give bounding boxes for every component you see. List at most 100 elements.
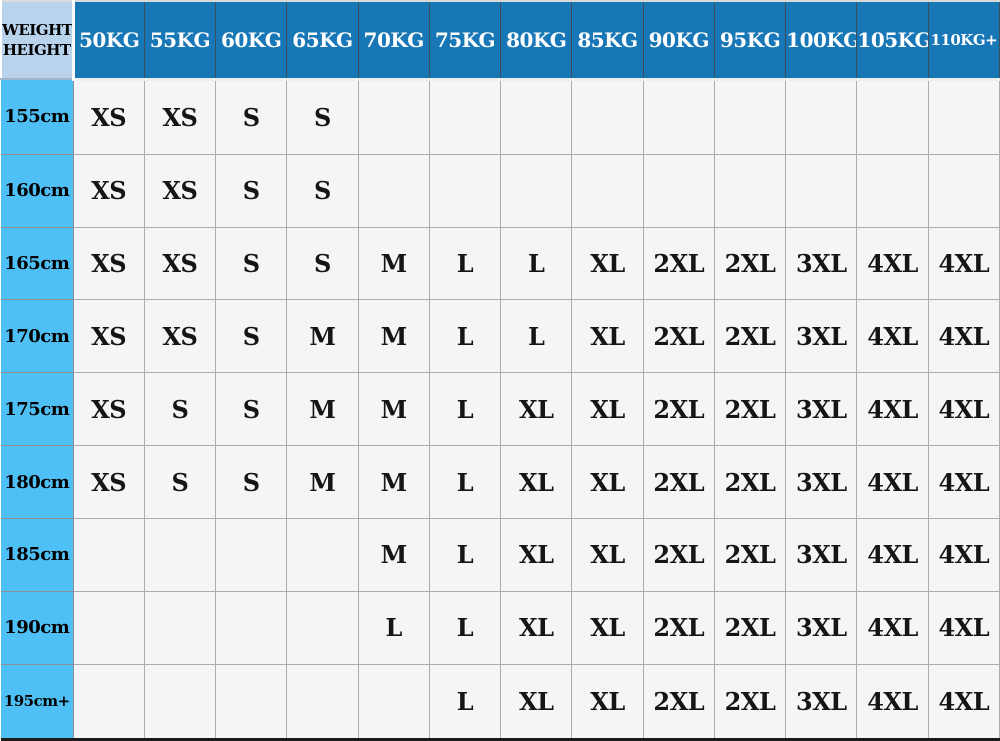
table-row: 195cm+ L XL XL 2XL 2XL 3XL 4XL 4XL <box>1 663 1000 741</box>
size-cell: XL <box>500 590 573 665</box>
size-cell: 2XL <box>713 663 787 741</box>
size-cell-empty <box>785 78 858 155</box>
size-cell: S <box>215 226 288 301</box>
corner-label-height: HEIGHT <box>2 41 71 59</box>
size-cell: XL <box>571 445 644 519</box>
header-row: WEIGHT HEIGHT 50KG 55KG 60KG 65KG 70KG 75KG 80… <box>0 1 1000 81</box>
height-label-175cm: 175cm <box>1 372 74 447</box>
size-cell: 2XL <box>642 517 715 592</box>
size-cell: L <box>428 663 502 741</box>
weight-header-55kg: 55KG <box>143 1 217 81</box>
size-cell: M <box>286 445 359 519</box>
table-row: 175cm XS S S M M L XL XL 2XL 2XL 3XL 4XL 4XL <box>1 372 1000 447</box>
size-cell-empty <box>785 153 858 228</box>
size-cell: 4XL <box>927 663 1000 741</box>
size-cell: 4XL <box>927 590 1000 665</box>
size-cell: XL <box>500 372 573 447</box>
table-row: 160cm XS XS S S <box>1 153 1000 228</box>
size-cell-empty <box>571 78 644 155</box>
size-cell: XS <box>72 299 145 374</box>
size-cell: XS <box>72 445 145 519</box>
size-cell: M <box>357 445 430 519</box>
height-label-165cm: 165cm <box>1 226 74 301</box>
size-cell: 2XL <box>642 372 715 447</box>
table-row: 190cm L L XL XL 2XL 2XL 3XL 4XL 4XL <box>1 590 1000 665</box>
size-cell-empty <box>215 590 288 665</box>
size-cell: L <box>357 590 430 665</box>
weight-header-65kg: 65KG <box>286 1 359 81</box>
size-cell-empty <box>72 590 145 665</box>
size-cell-empty <box>143 517 217 592</box>
table-row: 165cm XS XS S S M L L XL 2XL 2XL 3XL 4XL 4XL <box>1 226 1000 301</box>
size-cell: L <box>428 226 502 301</box>
table-row: 180cm XS S S M M L XL XL 2XL 2XL 3XL 4XL 4XL <box>1 445 1000 519</box>
height-label-170cm: 170cm <box>1 299 74 374</box>
weight-header-95kg: 95KG <box>713 1 787 81</box>
size-cell: 4XL <box>856 663 929 741</box>
corner-cell: WEIGHT HEIGHT <box>0 1 75 80</box>
size-cell: L <box>500 299 573 374</box>
weight-header-100kg: 100KG <box>785 1 858 81</box>
size-cell: S <box>286 78 359 155</box>
size-cell: 3XL <box>785 226 858 301</box>
size-cell: XL <box>500 517 573 592</box>
size-cell-empty <box>571 153 644 228</box>
size-cell: XL <box>500 445 573 519</box>
weight-header-60kg: 60KG <box>215 1 288 81</box>
size-cell-empty <box>143 663 217 741</box>
weight-header-70kg: 70KG <box>357 1 430 81</box>
size-cell: XS <box>143 153 217 228</box>
size-cell: 4XL <box>856 517 929 592</box>
size-cell: 2XL <box>713 445 787 519</box>
size-cell: M <box>357 517 430 592</box>
size-cell: XL <box>571 299 644 374</box>
size-cell: 2XL <box>713 226 787 301</box>
size-cell-empty <box>72 517 145 592</box>
size-cell-empty <box>357 78 430 155</box>
size-cell: XS <box>72 372 145 447</box>
size-cell: S <box>215 445 288 519</box>
size-cell: 3XL <box>785 445 858 519</box>
size-cell: M <box>357 299 430 374</box>
size-cell: 4XL <box>927 372 1000 447</box>
size-cell: 4XL <box>856 590 929 665</box>
size-cell: 4XL <box>856 226 929 301</box>
height-label-195cmplus: 195cm+ <box>1 663 74 741</box>
size-cell: XS <box>72 78 145 155</box>
size-cell: XS <box>143 78 217 155</box>
size-cell-empty <box>428 153 502 228</box>
size-cell: 4XL <box>856 445 929 519</box>
weight-header-50kg: 50KG <box>72 1 145 81</box>
size-cell-empty <box>357 663 430 741</box>
size-cell-empty <box>286 517 359 592</box>
size-cell: 2XL <box>642 663 715 741</box>
size-cell-empty <box>642 78 715 155</box>
size-cell: XS <box>143 226 217 301</box>
size-cell: 4XL <box>856 299 929 374</box>
size-cell-empty <box>215 517 288 592</box>
size-cell: L <box>428 517 502 592</box>
size-cell: XS <box>143 299 217 374</box>
size-cell: 3XL <box>785 299 858 374</box>
size-cell: XS <box>72 153 145 228</box>
size-cell-empty <box>143 590 217 665</box>
size-cell-empty <box>72 663 145 741</box>
size-cell: S <box>215 372 288 447</box>
size-cell: S <box>143 372 217 447</box>
size-cell-empty <box>927 78 1000 155</box>
size-cell-empty <box>286 590 359 665</box>
size-cell: 2XL <box>642 299 715 374</box>
size-cell: L <box>428 372 502 447</box>
size-cell: S <box>215 299 288 374</box>
size-cell-empty <box>927 153 1000 228</box>
size-cell: 2XL <box>642 590 715 665</box>
size-cell: S <box>215 78 288 155</box>
height-label-180cm: 180cm <box>1 445 74 519</box>
size-cell-empty <box>642 153 715 228</box>
size-cell: 4XL <box>927 226 1000 301</box>
size-cell-empty <box>500 153 573 228</box>
size-cell-empty <box>357 153 430 228</box>
size-cell: XL <box>571 226 644 301</box>
size-cell: L <box>428 590 502 665</box>
